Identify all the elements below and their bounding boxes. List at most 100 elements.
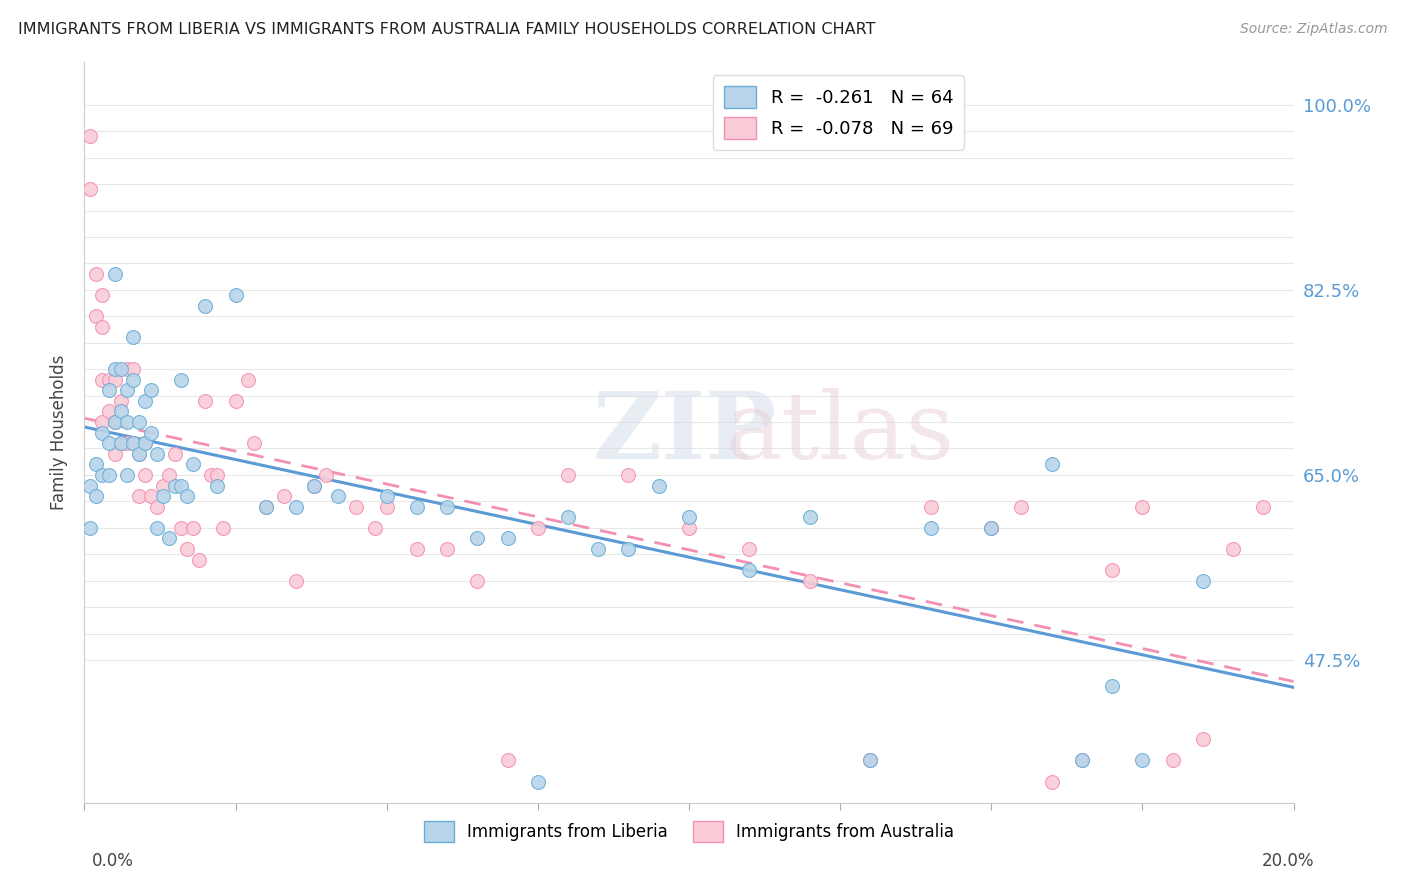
Point <box>134 467 156 482</box>
Point <box>110 436 132 450</box>
Point <box>139 489 162 503</box>
Point <box>86 458 108 472</box>
Point <box>115 436 138 450</box>
Point <box>236 373 259 387</box>
Point <box>97 467 120 482</box>
Point <box>146 500 169 514</box>
Point <box>496 754 519 768</box>
Point <box>1040 458 1063 472</box>
Point <box>1253 500 1275 514</box>
Point <box>285 500 308 514</box>
Point <box>86 489 108 503</box>
Point <box>128 447 150 461</box>
Point <box>110 436 132 450</box>
Point <box>1071 754 1094 768</box>
Point <box>436 500 458 514</box>
Point <box>328 489 350 503</box>
Point <box>139 384 162 398</box>
Point <box>157 467 180 482</box>
Point <box>375 489 398 503</box>
Point <box>315 467 337 482</box>
Point <box>79 182 101 196</box>
Point <box>648 478 671 492</box>
Point <box>121 330 143 344</box>
Point <box>152 478 174 492</box>
Point <box>1040 774 1063 789</box>
Point <box>91 319 114 334</box>
Point <box>165 447 187 461</box>
Point <box>86 310 108 324</box>
Point <box>86 267 108 281</box>
Point <box>436 541 458 556</box>
Point <box>1130 754 1153 768</box>
Point <box>1222 541 1244 556</box>
Point <box>121 373 143 387</box>
Point <box>799 510 821 524</box>
Point <box>1011 500 1033 514</box>
Point <box>363 521 385 535</box>
Point <box>110 362 132 376</box>
Point <box>1071 754 1094 768</box>
Point <box>225 393 247 408</box>
Point <box>859 754 882 768</box>
Point <box>194 393 217 408</box>
Point <box>134 436 156 450</box>
Point <box>91 288 114 302</box>
Point <box>207 478 229 492</box>
Point <box>980 521 1002 535</box>
Point <box>115 362 138 376</box>
Point <box>242 436 264 450</box>
Point <box>738 563 761 577</box>
Point <box>170 521 193 535</box>
Point <box>285 574 308 588</box>
Point <box>104 267 127 281</box>
Point <box>302 478 325 492</box>
Point <box>97 373 120 387</box>
Point <box>799 574 821 588</box>
Point <box>176 541 198 556</box>
Point <box>859 754 882 768</box>
Text: ZIP: ZIP <box>592 388 776 477</box>
Point <box>1101 563 1123 577</box>
Point <box>79 521 101 535</box>
Y-axis label: Family Households: Family Households <box>51 355 69 510</box>
Point <box>920 521 942 535</box>
Point <box>134 436 156 450</box>
Point <box>181 458 204 472</box>
Point <box>104 373 127 387</box>
Point <box>104 362 127 376</box>
Point <box>200 467 222 482</box>
Point <box>406 541 429 556</box>
Point <box>557 467 579 482</box>
Point <box>104 447 127 461</box>
Point <box>1101 680 1123 694</box>
Point <box>375 500 398 514</box>
Point <box>557 510 579 524</box>
Point <box>115 384 138 398</box>
Point <box>617 541 640 556</box>
Point <box>302 478 325 492</box>
Text: atlas: atlas <box>725 388 955 477</box>
Point <box>97 384 120 398</box>
Point <box>146 521 169 535</box>
Point <box>254 500 277 514</box>
Point <box>170 478 193 492</box>
Point <box>79 478 101 492</box>
Point <box>128 447 150 461</box>
Point <box>467 532 489 546</box>
Point <box>254 500 277 514</box>
Point <box>115 415 138 429</box>
Point <box>110 404 132 418</box>
Point <box>104 415 127 429</box>
Point <box>170 373 193 387</box>
Point <box>1192 574 1215 588</box>
Point <box>115 467 138 482</box>
Point <box>97 404 120 418</box>
Text: 0.0%: 0.0% <box>91 852 134 870</box>
Point <box>273 489 295 503</box>
Point <box>588 541 610 556</box>
Point <box>79 129 101 144</box>
Point <box>128 489 150 503</box>
Point <box>678 521 700 535</box>
Point <box>1161 754 1184 768</box>
